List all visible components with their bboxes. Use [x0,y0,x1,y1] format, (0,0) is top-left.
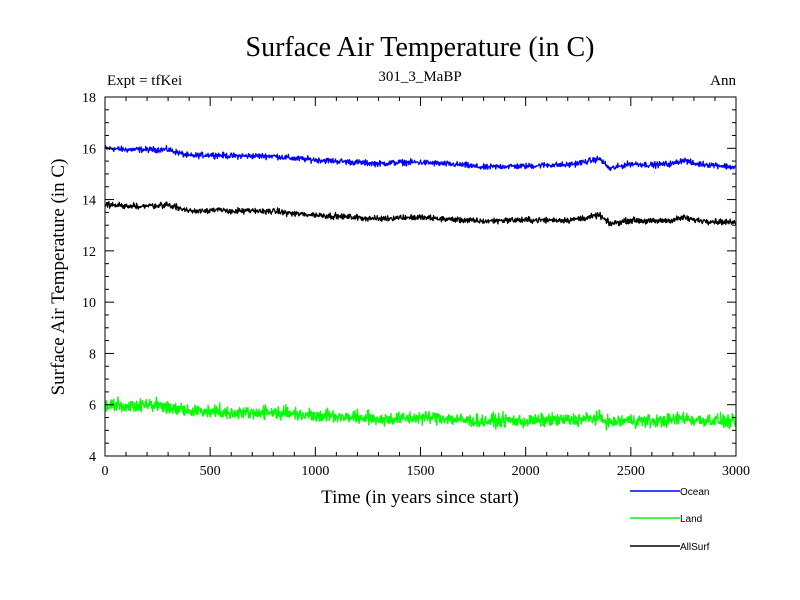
y-tick-label: 6 [89,399,96,414]
y-tick-label: 16 [82,142,96,157]
legend: Ocean Land AllSurf [630,487,710,553]
series-layer [104,145,737,431]
y-tick-label: 10 [82,296,96,311]
chart-title: Surface Air Temperature (in C) [246,32,595,63]
x-tick-label: 1000 [301,464,329,479]
x-tick-label: 2000 [512,464,540,479]
y-tick-label: 14 [82,194,96,209]
y-axis-label: Surface Air Temperature (in C) [48,159,69,396]
x-tick-label: 500 [200,464,221,479]
x-tick-label: 1500 [407,464,435,479]
legend-label-ocean: Ocean [680,487,709,498]
series-line-land [104,396,737,431]
axis-layer: 0 500 1000 1500 2000 2500 3000 4 6 8 10 12 14 16 18 [82,91,750,479]
x-tick-label: 3000 [722,464,750,479]
x-axis-label: Time (in years since start) [321,487,519,508]
plot-frame [104,96,737,457]
chart-subtitle-right: Ann [710,73,736,89]
series-line-ocean [104,145,737,171]
legend-label-land: Land [680,514,702,525]
chart-subtitle-left: Expt = tfKei [107,73,182,89]
legend-label-allsurf: AllSurf [680,542,710,553]
chart-subtitle-center: 301_3_MaBP [378,69,461,85]
y-tick-label: 4 [89,450,96,465]
y-tick-label: 12 [82,245,96,260]
x-tick-label: 2500 [617,464,645,479]
series-line-allsurf [104,200,737,227]
y-tick-label: 8 [89,347,96,362]
x-tick-label: 0 [102,464,109,479]
y-tick-label: 18 [82,91,96,106]
